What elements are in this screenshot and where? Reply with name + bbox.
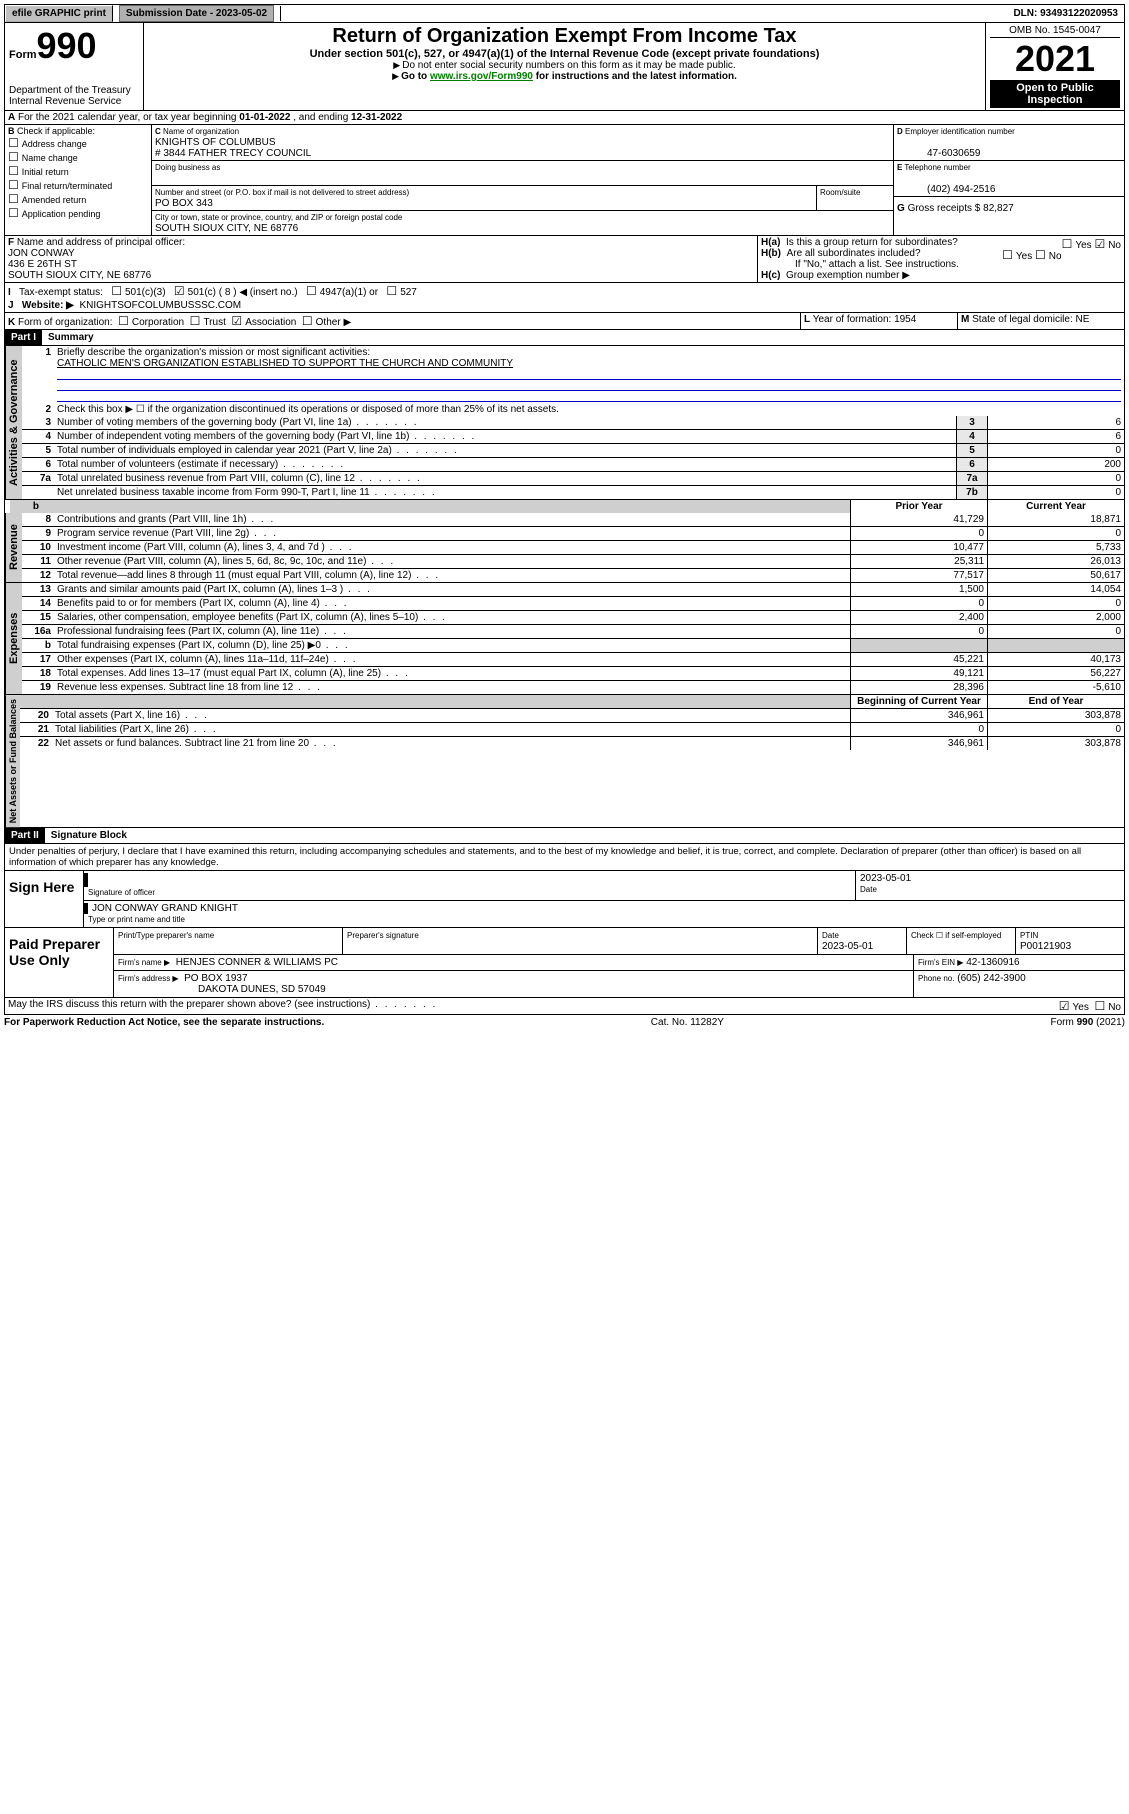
col-header-row: b Prior Year Current Year	[4, 500, 1125, 513]
f-h-block: F Name and address of principal officer:…	[4, 236, 1125, 283]
discuss-no[interactable]: No	[1094, 1002, 1121, 1013]
firm-ein: 42-1360916	[966, 957, 1019, 968]
hb-yes[interactable]: Yes	[1002, 251, 1032, 262]
vtab-exp: Expenses	[5, 583, 22, 694]
chk-final-return[interactable]: Final return/terminated	[8, 178, 148, 192]
irs-link[interactable]: www.irs.gov/Form990	[430, 71, 533, 82]
activities-governance: Activities & Governance 1 Briefly descri…	[4, 346, 1125, 500]
org-name-2: # 3844 FATHER TRECY COUNCIL	[155, 148, 311, 159]
cat-no: Cat. No. 11282Y	[651, 1017, 724, 1028]
gross-receipts: 82,827	[983, 203, 1014, 214]
sig-date: 2023-05-01	[860, 873, 911, 884]
top-bar: efile GRAPHIC print Submission Date - 20…	[4, 4, 1125, 23]
pp-date: 2023-05-01	[822, 941, 873, 952]
firm-addr1: PO BOX 1937	[184, 973, 247, 984]
k-assoc[interactable]: Association	[231, 317, 296, 328]
chk-initial-return[interactable]: Initial return	[8, 164, 148, 178]
header-left: Form990 Department of the Treasury Inter…	[5, 23, 144, 110]
website: KNIGHTSOFCOLUMBUSSSC.COM	[79, 300, 241, 311]
ptin: P00121903	[1020, 941, 1071, 952]
self-employed-check[interactable]: Check ☐ if self-employed	[911, 931, 1001, 940]
officer-name: JON CONWAY	[8, 248, 75, 259]
part-ii-bar: Part II Signature Block	[4, 828, 1125, 844]
page-footer: For Paperwork Reduction Act Notice, see …	[4, 1015, 1125, 1030]
year-formation: 1954	[894, 314, 916, 325]
org-name-1: KNIGHTS OF COLUMBUS	[155, 137, 276, 148]
chk-amended-return[interactable]: Amended return	[8, 192, 148, 206]
dept-treasury: Department of the Treasury	[9, 85, 139, 96]
section-deg: D Employer identification number 47-6030…	[894, 125, 1124, 235]
expenses-section: Expenses 13 Grants and similar amounts p…	[4, 583, 1125, 695]
discuss-yes[interactable]: Yes	[1059, 1002, 1089, 1013]
form-subtitle: Under section 501(c), 527, or 4947(a)(1)…	[148, 48, 981, 60]
ha-yes[interactable]: Yes	[1062, 240, 1092, 251]
header-mid: Return of Organization Exempt From Incom…	[144, 23, 986, 110]
instructions-link-line: Go to www.irs.gov/Form990 for instructio…	[148, 71, 981, 82]
hb-note: If "No," attach a list. See instructions…	[761, 259, 1121, 270]
line-klm: K Form of organization: Corporation Trus…	[4, 313, 1125, 330]
signer-name: JON CONWAY GRAND KNIGHT	[92, 903, 238, 914]
open-inspection: Open to Public Inspection	[990, 80, 1120, 108]
chk-application-pending[interactable]: Application pending	[8, 206, 148, 220]
line-i: I Tax-exempt status: 501(c)(3) 501(c) ( …	[4, 283, 1125, 299]
net-assets-section: Net Assets or Fund Balances Beginning of…	[4, 695, 1125, 828]
ein: 47-6030659	[897, 148, 980, 159]
form-ref: Form 990 (2021)	[1051, 1017, 1125, 1028]
sign-here-label: Sign Here	[5, 871, 83, 927]
section-b: B Check if applicable: Address change Na…	[5, 125, 152, 235]
discuss-line: May the IRS discuss this return with the…	[4, 998, 1125, 1015]
phone: (402) 494-2516	[897, 184, 995, 195]
paid-preparer-label: Paid Preparer Use Only	[5, 928, 113, 997]
submission-date: Submission Date - 2023-05-02	[113, 6, 281, 21]
mission: CATHOLIC MEN'S ORGANIZATION ESTABLISHED …	[57, 358, 513, 369]
part-i-bar: Part I Summary	[4, 330, 1125, 346]
k-corp[interactable]: Corporation	[118, 317, 184, 328]
omb-number: OMB No. 1545-0047	[990, 25, 1120, 38]
ha-no[interactable]: No	[1094, 240, 1121, 251]
i-527[interactable]: 527	[386, 287, 416, 298]
section-c: C Name of organization KNIGHTS OF COLUMB…	[152, 125, 894, 235]
submission-date-label: Submission Date - 2023-05-02	[119, 5, 274, 22]
paid-preparer-block: Paid Preparer Use Only Print/Type prepar…	[4, 928, 1125, 998]
vtab-gov: Activities & Governance	[5, 346, 22, 499]
k-trust[interactable]: Trust	[190, 317, 226, 328]
org-street: PO BOX 343	[155, 198, 213, 209]
section-h: H(a) Is this a group return for subordin…	[758, 236, 1124, 282]
line-j: J Website: ▶ KNIGHTSOFCOLUMBUSSSC.COM	[4, 299, 1125, 313]
firm-name: HENJES CONNER & WILLIAMS PC	[176, 957, 338, 968]
vtab-net: Net Assets or Fund Balances	[5, 695, 20, 827]
form-title: Return of Organization Exempt From Incom…	[148, 25, 981, 48]
ssn-note: Do not enter social security numbers on …	[148, 60, 981, 71]
state-domicile: NE	[1076, 314, 1090, 325]
chk-address-change[interactable]: Address change	[8, 136, 148, 150]
officer-addr2: SOUTH SIOUX CITY, NE 68776	[8, 270, 151, 281]
irs-label: Internal Revenue Service	[9, 96, 139, 107]
line-a: A For the 2021 calendar year, or tax yea…	[4, 111, 1125, 125]
line-2: Check this box ▶ ☐ if the organization d…	[54, 403, 1124, 416]
revenue-section: Revenue 8 Contributions and grants (Part…	[4, 513, 1125, 583]
i-501c[interactable]: 501(c) ( 8 ) ◀ (insert no.)	[174, 287, 298, 298]
perjury-declaration: Under penalties of perjury, I declare th…	[4, 844, 1125, 871]
firm-phone: (605) 242-3900	[957, 973, 1025, 984]
vtab-rev: Revenue	[5, 513, 22, 582]
org-info-block: B Check if applicable: Address change Na…	[4, 125, 1125, 236]
form-header: Form990 Department of the Treasury Inter…	[4, 23, 1125, 111]
k-other[interactable]: Other ▶	[302, 317, 351, 328]
firm-addr2: DAKOTA DUNES, SD 57049	[118, 984, 326, 995]
dln: DLN: 93493122020953	[1007, 6, 1124, 21]
officer-addr1: 436 E 26TH ST	[8, 259, 77, 270]
i-4947[interactable]: 4947(a)(1) or	[306, 287, 378, 298]
tax-year: 2021	[990, 38, 1120, 80]
section-f: F Name and address of principal officer:…	[5, 236, 758, 282]
efile-print-button[interactable]: efile GRAPHIC print	[5, 5, 113, 22]
chk-name-change[interactable]: Name change	[8, 150, 148, 164]
i-501c3[interactable]: 501(c)(3)	[111, 287, 165, 298]
hb-no[interactable]: No	[1035, 251, 1062, 262]
sign-here-block: Sign Here Signature of officer 2023-05-0…	[4, 871, 1125, 928]
org-city: SOUTH SIOUX CITY, NE 68776	[155, 223, 298, 234]
pra-notice: For Paperwork Reduction Act Notice, see …	[4, 1017, 324, 1028]
header-right: OMB No. 1545-0047 2021 Open to Public In…	[986, 23, 1124, 110]
